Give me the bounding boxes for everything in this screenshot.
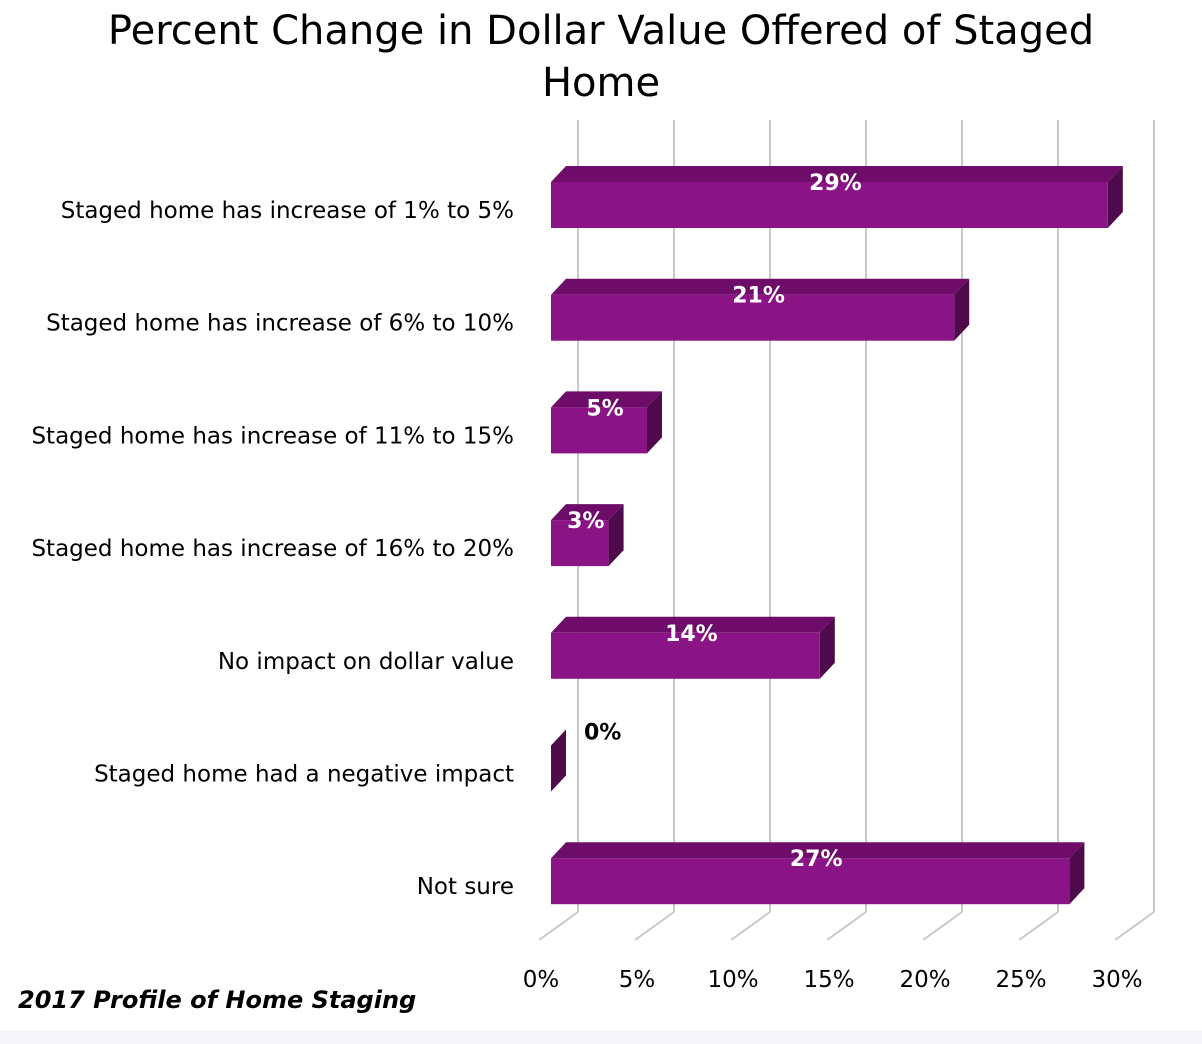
- bar-top-face: [551, 504, 624, 521]
- data-label: 14%: [665, 622, 718, 647]
- gridline-floor: [826, 911, 867, 941]
- category-labels: Staged home has increase of 1% to 5% Stag…: [31, 198, 514, 900]
- chart-title: Percent Change in Dollar Value Offered o…: [108, 8, 1094, 106]
- bar-side-face: [954, 278, 970, 341]
- source-note: 2017 Profile of Home Staging: [18, 986, 417, 1014]
- category-label: Staged home has increase of 6% to 10%: [46, 311, 514, 337]
- category-label: No impact on dollar value: [218, 649, 514, 675]
- data-label: 3%: [567, 509, 604, 534]
- bar-front-face: [551, 632, 820, 679]
- x-tick-label: 25%: [995, 967, 1046, 993]
- bar-top-face: [551, 842, 1085, 859]
- bar-side-face: [551, 729, 566, 792]
- gridline-floor: [634, 911, 675, 941]
- category-label: Staged home has increase of 11% to 15%: [31, 423, 514, 449]
- data-label: 0%: [584, 721, 621, 746]
- x-tick-label: 30%: [1091, 967, 1142, 993]
- bar-top-face: [551, 166, 1123, 182]
- data-label: 27%: [790, 847, 843, 872]
- bars: 29% 21% 5% 3% 14% 0% 27%: [551, 166, 1123, 905]
- bar: 3%: [551, 504, 624, 567]
- gridline-floor: [922, 911, 963, 941]
- bottom-strip: [0, 1030, 1202, 1044]
- data-label: 29%: [809, 171, 862, 196]
- bar-front-face: [551, 407, 647, 454]
- gridline-floor: [1114, 911, 1155, 941]
- bar-front-face: [551, 858, 1070, 905]
- data-label: 5%: [586, 396, 623, 421]
- data-label: 21%: [732, 284, 785, 309]
- bar: 5%: [551, 391, 662, 454]
- gridlines: [538, 120, 1155, 941]
- bar: 27%: [551, 842, 1085, 905]
- bar: 0%: [551, 721, 621, 792]
- bar-side-face: [1107, 166, 1123, 228]
- bar: 14%: [551, 616, 835, 679]
- chart-title-line: Percent Change in Dollar Value Offered o…: [108, 8, 1094, 54]
- x-tick-label: 10%: [707, 967, 758, 993]
- bar-front-face: [551, 182, 1108, 228]
- x-tick-label: 15%: [803, 967, 854, 993]
- x-tick-label: 20%: [899, 967, 950, 993]
- bar: 21%: [551, 278, 970, 341]
- chart-title-line: Home: [542, 60, 660, 106]
- bar: 29%: [551, 166, 1123, 228]
- bar-front-face: [551, 294, 955, 341]
- x-tick-label: 5%: [619, 967, 656, 993]
- category-label: Staged home has increase of 16% to 20%: [31, 536, 514, 562]
- bar-top-face: [551, 391, 662, 408]
- bar-side-face: [608, 504, 624, 567]
- category-label: Not sure: [417, 874, 514, 900]
- category-label: Staged home has increase of 1% to 5%: [61, 198, 514, 224]
- bar-side-face: [819, 616, 835, 679]
- bar-side-face: [1069, 842, 1085, 905]
- x-tick-label: 0%: [523, 967, 560, 993]
- x-axis-tick-labels: 0% 5% 10% 15% 20% 25% 30%: [523, 967, 1143, 993]
- bar-top-face: [551, 616, 835, 633]
- gridline-floor: [538, 911, 579, 941]
- category-label: Staged home had a negative impact: [94, 762, 514, 788]
- bar-front-face: [551, 520, 609, 567]
- bar-top-face: [551, 278, 970, 295]
- gridline-floor: [1018, 911, 1059, 941]
- gridline-floor: [730, 911, 771, 941]
- bar-side-face: [647, 391, 662, 454]
